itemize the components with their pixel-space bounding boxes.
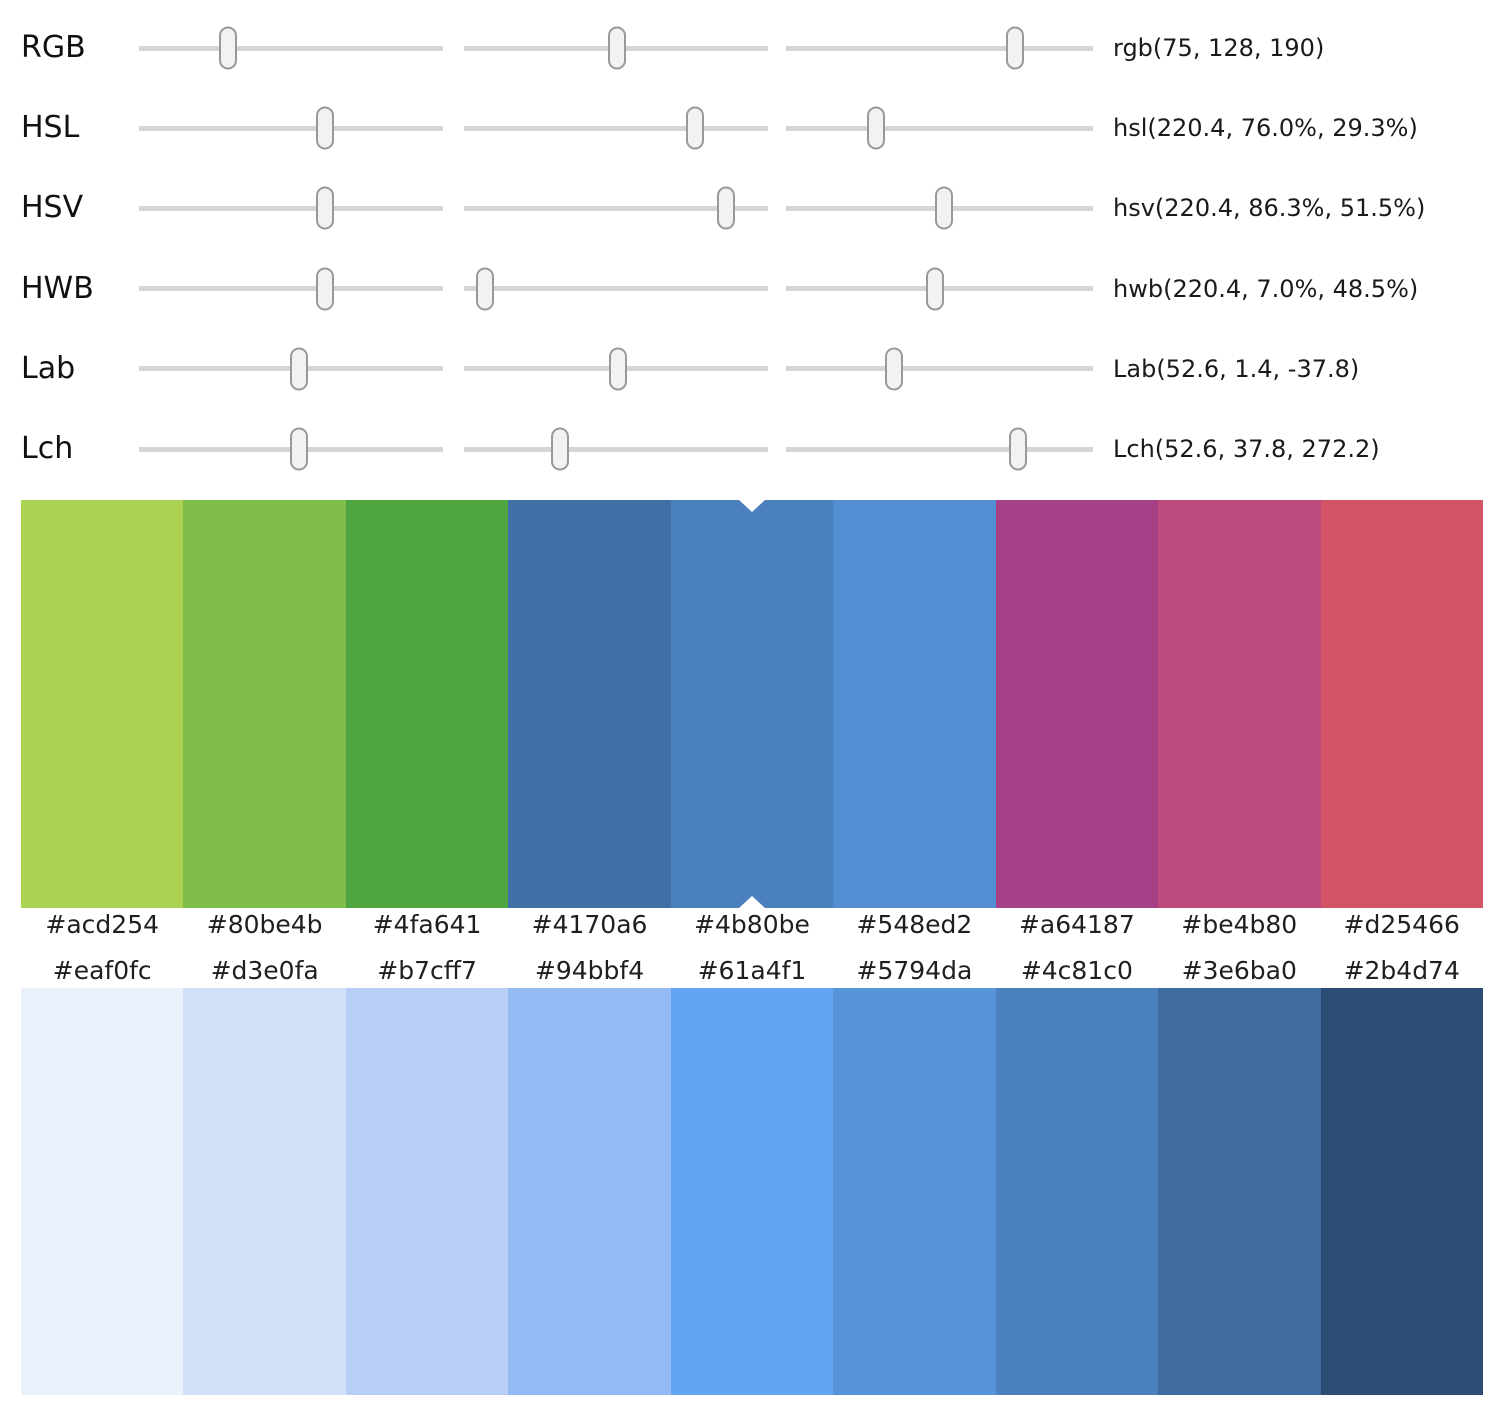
active-color-marker-bottom-icon — [738, 896, 765, 908]
lch-value-text: Lch(52.6, 37.8, 272.2) — [1113, 435, 1380, 463]
hwb-value-text: hwb(220.4, 7.0%, 48.5%) — [1113, 274, 1419, 303]
lightness-hex-label-1: #d3e0fa — [210, 956, 319, 985]
hsv-channel-1-slider-track[interactable] — [139, 186, 443, 230]
hue-swatch-8[interactable] — [1320, 500, 1483, 908]
slider-row-label-rgb: RGB — [21, 30, 86, 65]
hue-hex-label-5: #548ed2 — [856, 909, 973, 939]
hue-swatch-3[interactable] — [508, 500, 671, 908]
lch-channel-2-slider-thumb[interactable] — [550, 427, 569, 471]
hsv-channel-3-slider-track[interactable] — [786, 186, 1093, 230]
hue-hex-label-4: #4b80be — [694, 909, 810, 939]
slider-row-hsl: HSL hsl(220.4, 76.0%, 29.3%) — [0, 88, 1501, 168]
lightness-swatch-4[interactable] — [670, 988, 834, 1395]
hue-swatch-6[interactable] — [995, 500, 1159, 908]
hsl-channel-1-slider-track[interactable] — [139, 106, 443, 150]
lightness-hex-label-7: #3e6ba0 — [1181, 956, 1297, 985]
rgb-channel-2-slider-thumb[interactable] — [607, 26, 626, 70]
slider-row-lch: Lch Lch(52.6, 37.8, 272.2) — [0, 409, 1501, 489]
lightness-swatch-8[interactable] — [1320, 988, 1483, 1395]
rgb-channel-3-slider-thumb[interactable] — [1005, 26, 1024, 70]
lch-channel-3-slider-thumb[interactable] — [1009, 427, 1028, 471]
hue-hex-label-2: #4fa641 — [372, 909, 482, 939]
hue-swatch-5[interactable] — [833, 500, 996, 908]
slider-row-label-lab: Lab — [21, 350, 76, 386]
lab-value-text: Lab(52.6, 1.4, -37.8) — [1113, 354, 1360, 383]
slider-row-label-lch: Lch — [21, 431, 74, 466]
slider-row-hwb: HWB hwb(220.4, 7.0%, 48.5%) — [0, 249, 1501, 329]
lightness-palette — [21, 988, 1483, 1395]
lightness-hex-label-2: #b7cff7 — [377, 956, 477, 985]
slider-row-label-hsl: HSL — [21, 110, 80, 146]
hue-palette — [21, 500, 1483, 908]
hue-hex-label-3: #4170a6 — [531, 909, 648, 939]
rgb-channel-2-slider-track[interactable] — [464, 26, 768, 70]
hue-swatch-1[interactable] — [183, 500, 346, 908]
lightness-hex-labels: #eaf0fc #d3e0fa #b7cff7 #94bbf4 #61a4f1 #5794… — [21, 955, 1483, 986]
lightness-swatch-6[interactable] — [995, 988, 1159, 1395]
lch-channel-1-slider-thumb[interactable] — [289, 427, 308, 471]
lch-channel-1-slider-track[interactable] — [139, 427, 443, 471]
hsl-channel-2-slider-track[interactable] — [464, 106, 768, 150]
lightness-hex-label-6: #4c81c0 — [1020, 956, 1133, 985]
lightness-hex-label-8: #2b4d74 — [1343, 956, 1460, 985]
hsv-channel-3-slider-thumb[interactable] — [935, 186, 954, 230]
hsv-channel-2-slider-track[interactable] — [464, 186, 768, 230]
hue-hex-label-0: #acd254 — [45, 909, 160, 939]
lab-channel-1-slider-track[interactable] — [139, 347, 443, 391]
lightness-hex-label-5: #5794da — [856, 956, 973, 985]
lch-channel-2-slider-track[interactable] — [464, 427, 768, 471]
rgb-channel-1-slider-thumb[interactable] — [219, 26, 238, 70]
hue-swatch-7[interactable] — [1158, 500, 1321, 908]
slider-row-hsv: HSV hsv(220.4, 86.3%, 51.5%) — [0, 168, 1501, 248]
lightness-swatch-7[interactable] — [1158, 988, 1321, 1395]
hue-hex-labels: #acd254 #80be4b #4fa641 #4170a6 #4b80be #548e… — [21, 908, 1483, 940]
lab-channel-1-slider-thumb[interactable] — [289, 347, 308, 391]
hsv-channel-2-slider-thumb[interactable] — [717, 186, 736, 230]
slider-row-label-hwb: HWB — [21, 270, 94, 306]
hsv-channel-1-slider-thumb[interactable] — [316, 186, 335, 230]
lightness-hex-label-4: #61a4f1 — [697, 956, 807, 985]
rgb-value-text: rgb(75, 128, 190) — [1113, 34, 1325, 62]
lightness-swatch-2[interactable] — [345, 988, 509, 1395]
hsv-value-text: hsv(220.4, 86.3%, 51.5%) — [1113, 194, 1426, 223]
lab-channel-2-slider-thumb[interactable] — [608, 347, 627, 391]
hsl-value-text: hsl(220.4, 76.0%, 29.3%) — [1113, 114, 1418, 143]
slider-row-label-hsv: HSV — [21, 190, 84, 226]
hue-hex-label-1: #80be4b — [206, 909, 323, 939]
slider-row-rgb: RGB rgb(75, 128, 190) — [0, 8, 1501, 88]
hsl-channel-1-slider-thumb[interactable] — [316, 106, 335, 150]
hwb-channel-2-slider-track[interactable] — [464, 267, 768, 311]
hwb-channel-2-slider-thumb[interactable] — [476, 267, 495, 311]
hue-swatch-0[interactable] — [21, 500, 184, 908]
rgb-channel-3-slider-track[interactable] — [786, 26, 1093, 70]
hue-hex-label-6: #a64187 — [1018, 909, 1135, 939]
lightness-swatch-5[interactable] — [833, 988, 996, 1395]
hwb-channel-3-slider-track[interactable] — [786, 267, 1093, 311]
hwb-channel-3-slider-thumb[interactable] — [925, 267, 944, 311]
hsl-channel-3-slider-thumb[interactable] — [866, 106, 885, 150]
lightness-swatch-1[interactable] — [183, 988, 346, 1395]
lch-channel-3-slider-track[interactable] — [786, 427, 1093, 471]
hue-swatch-4-active[interactable] — [670, 500, 834, 908]
lightness-swatch-3[interactable] — [508, 988, 671, 1395]
lightness-swatch-0[interactable] — [21, 988, 184, 1395]
hue-hex-label-8: #d25466 — [1343, 909, 1460, 939]
hue-hex-label-7: #be4b80 — [1181, 909, 1298, 939]
hwb-channel-1-slider-thumb[interactable] — [316, 267, 335, 311]
lab-channel-3-slider-track[interactable] — [786, 347, 1093, 391]
hsl-channel-2-slider-thumb[interactable] — [686, 106, 705, 150]
hwb-channel-1-slider-track[interactable] — [139, 267, 443, 311]
lab-channel-2-slider-track[interactable] — [464, 347, 768, 391]
hue-swatch-2[interactable] — [345, 500, 509, 908]
hsl-channel-3-slider-track[interactable] — [786, 106, 1093, 150]
lab-channel-3-slider-thumb[interactable] — [885, 347, 904, 391]
lightness-hex-label-3: #94bbf4 — [534, 956, 645, 985]
rgb-channel-1-slider-track[interactable] — [139, 26, 443, 70]
slider-row-lab: Lab Lab(52.6, 1.4, -37.8) — [0, 329, 1501, 409]
active-color-marker-top-icon — [738, 500, 765, 512]
lightness-hex-label-0: #eaf0fc — [52, 956, 152, 985]
